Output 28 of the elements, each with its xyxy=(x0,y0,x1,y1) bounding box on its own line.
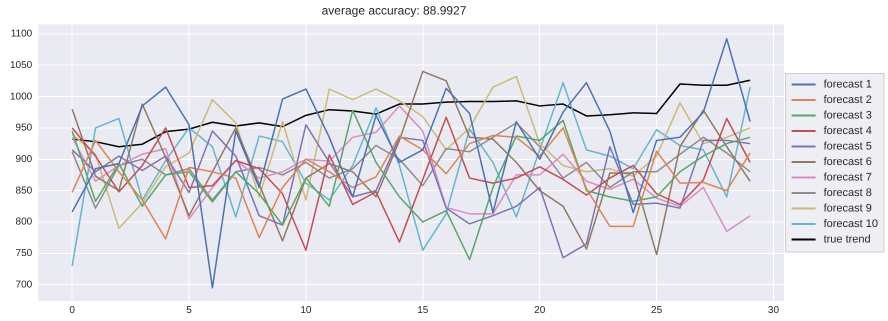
x-tick-label: 0 xyxy=(69,304,76,316)
legend-label: forecast 5 xyxy=(824,140,872,152)
legend-label: forecast 10 xyxy=(824,218,878,230)
x-tick-label: 5 xyxy=(186,304,192,316)
y-tick-label: 750 xyxy=(16,248,33,260)
y-tick-label: 850 xyxy=(16,185,33,196)
legend-label: forecast 1 xyxy=(824,78,872,90)
legend-label: forecast 3 xyxy=(824,109,872,122)
y-tick-label: 700 xyxy=(16,279,33,290)
x-tick-label: 10 xyxy=(300,304,312,316)
y-tick-label: 1000 xyxy=(10,91,33,102)
x-tick-label: 30 xyxy=(768,304,780,316)
legend-label: forecast 7 xyxy=(824,171,872,184)
y-tick-label: 950 xyxy=(16,122,33,134)
y-tick-label: 900 xyxy=(16,154,33,165)
y-tick-label: 800 xyxy=(16,216,33,228)
y-tick-label: 1050 xyxy=(10,60,33,71)
legend-label: forecast 8 xyxy=(824,186,872,199)
x-tick-label: 25 xyxy=(651,304,663,316)
legend-label: forecast 6 xyxy=(824,156,872,168)
legend-label: forecast 9 xyxy=(824,202,872,214)
legend-label: true trend xyxy=(824,233,871,246)
legend-label: forecast 2 xyxy=(824,94,872,106)
legend-label: forecast 4 xyxy=(824,124,872,137)
x-tick-label: 20 xyxy=(534,304,546,316)
x-tick-label: 15 xyxy=(417,304,429,316)
y-tick-label: 1100 xyxy=(10,28,33,40)
chart-title: average accuracy: 88.9927 xyxy=(322,4,467,18)
